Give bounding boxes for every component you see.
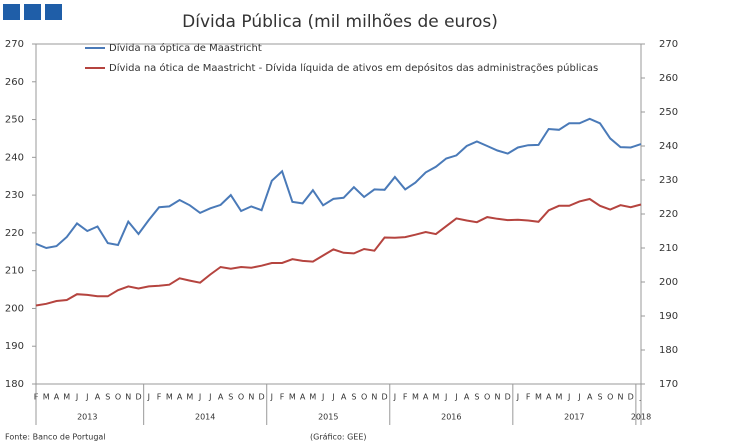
x-tick-label: A xyxy=(300,393,306,402)
x-tick-label: D xyxy=(505,393,511,402)
x-tick-label: D xyxy=(382,393,388,402)
x-tick-label: J xyxy=(393,393,396,402)
series-line xyxy=(35,197,642,307)
y-tick-label: 210 xyxy=(5,266,24,277)
x-tick-label: J xyxy=(198,393,201,402)
year-label: 2014 xyxy=(195,413,215,422)
x-tick-label: J xyxy=(270,393,273,402)
chart-title: Dívida Pública (mil milhões de euros) xyxy=(182,12,498,32)
x-tick-label: A xyxy=(95,393,101,402)
logo-square xyxy=(45,4,62,20)
x-tick-label: F xyxy=(280,393,285,402)
x-tick-label: S xyxy=(474,393,479,402)
x-tick-label: M xyxy=(63,393,70,402)
logo-square xyxy=(24,4,41,20)
y-tick-label: 230 xyxy=(5,190,24,201)
x-tick-label: N xyxy=(248,393,254,402)
y2-tick-label: 200 xyxy=(659,277,678,288)
x-tick-label: M xyxy=(43,393,50,402)
x-tick-label: A xyxy=(218,393,224,402)
logo-square xyxy=(3,4,20,20)
x-tick-label: A xyxy=(177,393,183,402)
x-tick-label: M xyxy=(556,393,563,402)
y2-tick-label: 260 xyxy=(659,73,678,84)
x-tick-label: O xyxy=(238,393,244,402)
x-tick-label: M xyxy=(186,393,193,402)
x-tick-label: D xyxy=(628,393,634,402)
credit: (Gráfico: GEE) xyxy=(310,433,367,442)
x-tick-label: A xyxy=(464,393,470,402)
x-tick-label: J xyxy=(75,393,78,402)
y-tick-label: 220 xyxy=(5,228,24,239)
y2-tick-label: 270 xyxy=(659,39,678,50)
x-tick-label: O xyxy=(115,393,121,402)
x-tick-label: J xyxy=(85,393,88,402)
x-tick-label: F xyxy=(526,393,531,402)
x-tick-label: S xyxy=(351,393,356,402)
x-tick-label: J xyxy=(454,393,457,402)
plot-frame xyxy=(35,43,642,385)
x-tick-label: J xyxy=(567,393,570,402)
y2-tick-label: 250 xyxy=(659,107,678,118)
x-tick-label: O xyxy=(607,393,613,402)
x-tick-label: N xyxy=(494,393,500,402)
x-tick-label: S xyxy=(228,393,233,402)
y-tick-label: 260 xyxy=(5,77,24,88)
x-tick-label: M xyxy=(412,393,419,402)
x-tick-label: J xyxy=(577,393,580,402)
x-tick-label: D xyxy=(135,393,141,402)
x-tick-label: A xyxy=(341,393,347,402)
y2-tick-label: 180 xyxy=(659,345,678,356)
x-tick-label: M xyxy=(289,393,296,402)
x-tick-label: O xyxy=(361,393,367,402)
x-tick-label: S xyxy=(105,393,110,402)
x-tick-label: N xyxy=(371,393,377,402)
x-tick-label: O xyxy=(484,393,490,402)
x-tick-label: A xyxy=(423,393,429,402)
source: Fonte: Banco de Portugal xyxy=(5,433,106,442)
year-label: 2016 xyxy=(441,413,461,422)
y2-tick-label: 220 xyxy=(659,209,678,220)
x-tick-label: N xyxy=(125,393,131,402)
x-tick-label: J xyxy=(321,393,324,402)
x-tick-label: S xyxy=(597,393,602,402)
y-tick-label: 270 xyxy=(5,39,24,50)
legend-label: Dívida na óptica de Maastricht xyxy=(109,42,262,54)
x-tick-label: J xyxy=(147,393,150,402)
x-tick-label: J xyxy=(208,393,211,402)
x-tick-label: J xyxy=(444,393,447,402)
x-tick-label: D xyxy=(259,393,265,402)
y-tick-label: 190 xyxy=(5,341,24,352)
year-label: 2013 xyxy=(77,413,97,422)
x-tick-label: J xyxy=(331,393,334,402)
year-label: 2017 xyxy=(564,413,584,422)
y-tick-label: 200 xyxy=(5,303,24,314)
series-line xyxy=(35,117,642,250)
y-tick-label: 180 xyxy=(5,379,24,390)
legend-label: Dívida na ótica de Maastricht - Dívida l… xyxy=(109,62,598,74)
x-tick-label: N xyxy=(617,393,623,402)
x-tick-label: M xyxy=(309,393,316,402)
x-tick-label: F xyxy=(157,393,162,402)
x-tick-label: J xyxy=(516,393,519,402)
y2-tick-label: 190 xyxy=(659,311,678,322)
x-tick-label: F xyxy=(403,393,408,402)
y2-tick-label: 210 xyxy=(659,243,678,254)
y2-tick-label: 240 xyxy=(659,141,678,152)
x-tick-label: M xyxy=(432,393,439,402)
x-tick-label: M xyxy=(166,393,173,402)
x-tick-label: A xyxy=(546,393,552,402)
y2-tick-label: 230 xyxy=(659,175,678,186)
y-tick-label: 240 xyxy=(5,152,24,163)
y2-tick-label: 170 xyxy=(659,379,678,390)
x-tick-label: A xyxy=(54,393,60,402)
x-tick-label: M xyxy=(535,393,542,402)
x-tick-label: A xyxy=(587,393,593,402)
year-label: 2015 xyxy=(318,413,338,422)
y-tick-label: 250 xyxy=(5,115,24,126)
